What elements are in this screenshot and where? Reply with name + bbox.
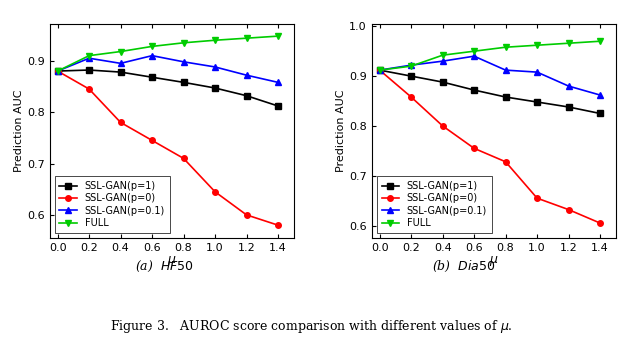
SSL-GAN(p=1) <box>274 104 282 108</box>
SSL-GAN(p=0) <box>407 95 415 99</box>
Y-axis label: Prediction AUC: Prediction AUC <box>14 90 24 172</box>
SSL-GAN(p=0) <box>470 146 478 150</box>
FULL <box>243 36 250 40</box>
SSL-GAN(p=0.1) <box>180 60 187 64</box>
FULL <box>565 41 572 45</box>
SSL-GAN(p=0.1) <box>439 59 447 63</box>
Line: SSL-GAN(p=1): SSL-GAN(p=1) <box>377 67 603 116</box>
SSL-GAN(p=0.1) <box>565 84 572 88</box>
FULL <box>596 39 604 43</box>
FULL <box>407 64 415 68</box>
SSL-GAN(p=0) <box>211 190 219 194</box>
SSL-GAN(p=1) <box>596 112 604 116</box>
SSL-GAN(p=0) <box>565 207 572 211</box>
SSL-GAN(p=1) <box>502 95 509 99</box>
FULL <box>439 53 447 57</box>
SSL-GAN(p=1) <box>565 105 572 109</box>
Line: SSL-GAN(p=0): SSL-GAN(p=0) <box>55 68 281 228</box>
FULL <box>470 49 478 53</box>
FULL <box>376 68 383 72</box>
Text: (b)  $\mathit{Dia50}$: (b) $\mathit{Dia50}$ <box>432 259 495 274</box>
FULL <box>180 41 187 45</box>
SSL-GAN(p=0) <box>439 124 447 128</box>
SSL-GAN(p=0.1) <box>117 61 124 65</box>
SSL-GAN(p=0) <box>85 87 93 91</box>
FULL <box>211 38 219 42</box>
SSL-GAN(p=0.1) <box>211 65 219 69</box>
FULL <box>274 34 282 38</box>
FULL <box>117 50 124 54</box>
SSL-GAN(p=1) <box>211 86 219 90</box>
Line: SSL-GAN(p=1): SSL-GAN(p=1) <box>55 67 281 109</box>
Text: Figure 3.   AUROC score comparison with different values of $\mu$.: Figure 3. AUROC score comparison with di… <box>109 318 513 335</box>
FULL <box>148 44 156 48</box>
SSL-GAN(p=0.1) <box>274 80 282 84</box>
SSL-GAN(p=0.1) <box>596 93 604 97</box>
Legend: SSL-GAN(p=1), SSL-GAN(p=0), SSL-GAN(p=0.1), FULL: SSL-GAN(p=1), SSL-GAN(p=0), SSL-GAN(p=0.… <box>377 176 492 233</box>
Line: FULL: FULL <box>55 33 281 74</box>
SSL-GAN(p=0) <box>117 120 124 124</box>
Y-axis label: Prediction AUC: Prediction AUC <box>337 90 346 172</box>
SSL-GAN(p=0) <box>502 160 509 164</box>
SSL-GAN(p=0.1) <box>533 70 541 74</box>
SSL-GAN(p=0) <box>376 68 383 72</box>
X-axis label: $\mu$: $\mu$ <box>167 254 177 268</box>
FULL <box>533 43 541 47</box>
SSL-GAN(p=1) <box>470 88 478 92</box>
SSL-GAN(p=0.1) <box>502 68 509 72</box>
FULL <box>85 54 93 58</box>
SSL-GAN(p=1) <box>243 94 250 98</box>
SSL-GAN(p=0) <box>596 221 604 225</box>
SSL-GAN(p=1) <box>407 74 415 78</box>
Legend: SSL-GAN(p=1), SSL-GAN(p=0), SSL-GAN(p=0.1), FULL: SSL-GAN(p=1), SSL-GAN(p=0), SSL-GAN(p=0.… <box>55 176 170 233</box>
SSL-GAN(p=0) <box>180 156 187 160</box>
SSL-GAN(p=0.1) <box>243 73 250 77</box>
SSL-GAN(p=1) <box>148 75 156 79</box>
Text: (a)  $\mathit{HF50}$: (a) $\mathit{HF50}$ <box>136 259 194 274</box>
Line: SSL-GAN(p=0): SSL-GAN(p=0) <box>377 67 603 226</box>
SSL-GAN(p=0) <box>274 223 282 227</box>
SSL-GAN(p=1) <box>533 100 541 104</box>
SSL-GAN(p=0.1) <box>85 56 93 60</box>
FULL <box>54 69 62 73</box>
SSL-GAN(p=0) <box>243 213 250 217</box>
SSL-GAN(p=0) <box>148 138 156 142</box>
SSL-GAN(p=1) <box>439 80 447 84</box>
SSL-GAN(p=1) <box>54 69 62 73</box>
Line: SSL-GAN(p=0.1): SSL-GAN(p=0.1) <box>55 53 281 85</box>
SSL-GAN(p=0.1) <box>54 69 62 73</box>
SSL-GAN(p=1) <box>376 68 383 72</box>
SSL-GAN(p=0.1) <box>376 68 383 72</box>
SSL-GAN(p=0) <box>54 69 62 73</box>
SSL-GAN(p=1) <box>117 70 124 74</box>
SSL-GAN(p=0.1) <box>407 63 415 67</box>
SSL-GAN(p=0) <box>533 196 541 200</box>
SSL-GAN(p=0.1) <box>148 54 156 58</box>
X-axis label: $\mu$: $\mu$ <box>489 254 499 268</box>
Line: FULL: FULL <box>377 38 603 73</box>
Line: SSL-GAN(p=0.1): SSL-GAN(p=0.1) <box>377 53 603 98</box>
SSL-GAN(p=1) <box>85 68 93 72</box>
SSL-GAN(p=1) <box>180 80 187 84</box>
FULL <box>502 45 509 49</box>
SSL-GAN(p=0.1) <box>470 54 478 58</box>
